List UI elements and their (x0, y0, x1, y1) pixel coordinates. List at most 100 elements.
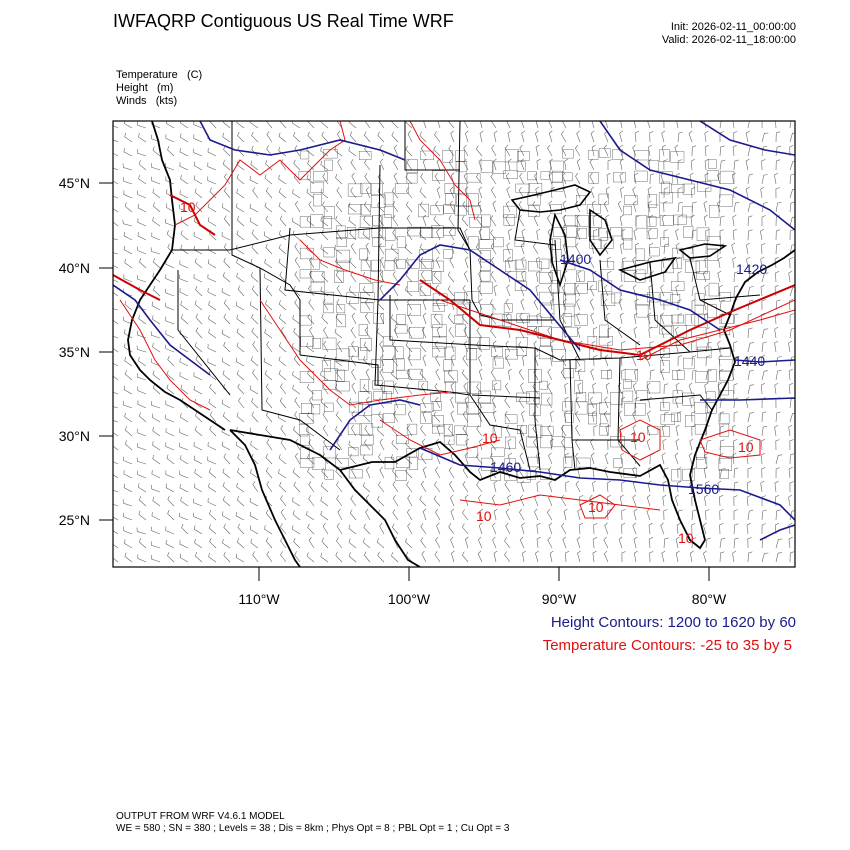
wind-barb (151, 511, 161, 521)
wind-barb (335, 173, 343, 185)
wind-barb (436, 522, 441, 535)
wind-barb (137, 149, 147, 157)
wind-barb (151, 301, 161, 311)
wind-barb (250, 160, 259, 171)
county-cell (504, 470, 517, 481)
wind-barb (123, 385, 133, 395)
wind-barb (493, 158, 497, 171)
wind-barb (719, 439, 725, 451)
wind-barb (576, 536, 581, 549)
wind-barb (519, 326, 525, 339)
wind-barb (447, 439, 455, 451)
wind-barb (649, 243, 654, 255)
wind-barb (490, 215, 497, 227)
wind-barb (279, 397, 287, 409)
wind-barb (278, 342, 287, 353)
wind-barb (647, 466, 652, 479)
valid-time: Valid: 2026-02-11_18:00:00 (661, 34, 796, 46)
wind-barb (577, 550, 581, 563)
county-cell (623, 269, 636, 282)
county-cell (707, 369, 717, 382)
county-cell (623, 379, 632, 389)
wind-barb (222, 496, 231, 507)
wind-barb (365, 186, 371, 199)
wind-barb (279, 271, 287, 283)
wind-barb (113, 319, 119, 325)
wind-barb (646, 508, 651, 521)
wind-barb (575, 396, 581, 409)
wind-barb (377, 201, 385, 213)
wind-barb (207, 162, 217, 171)
county-cell (359, 151, 372, 160)
county-cell (358, 227, 370, 239)
wind-barb (505, 354, 511, 367)
wind-barb (690, 159, 695, 171)
wind-barb (193, 148, 203, 157)
wind-barb (493, 508, 498, 521)
wind-barb (392, 271, 399, 283)
county-cell (719, 292, 731, 302)
wind-barb (406, 424, 413, 437)
wind-barb (151, 176, 161, 185)
wind-barb (236, 342, 245, 353)
wind-barb (321, 271, 329, 283)
wind-barb (348, 552, 357, 563)
wind-barb (264, 370, 273, 381)
wind-barb (492, 340, 497, 353)
wind-barb (591, 200, 596, 213)
wind-barb (592, 480, 597, 493)
wind-barb (462, 411, 469, 423)
wind-barb (236, 230, 245, 241)
wind-barb (420, 480, 427, 493)
wind-barb (689, 550, 694, 563)
wind-barb (463, 382, 469, 395)
wind-barb (280, 509, 287, 521)
wind-barb (351, 466, 357, 479)
county-cell (600, 293, 616, 306)
wind-barb (278, 258, 287, 269)
wind-barb (152, 343, 161, 353)
county-cell (383, 192, 394, 206)
wind-barb (278, 174, 287, 185)
wind-barb (604, 121, 609, 129)
county-cell (480, 259, 491, 272)
wind-barb (294, 145, 301, 157)
wind-barb (419, 229, 427, 241)
wind-barb (222, 412, 231, 423)
wind-barb (603, 466, 609, 479)
county-cell (322, 360, 331, 372)
wind-barb (561, 522, 567, 535)
wind-barb (265, 453, 273, 465)
wind-barb (165, 162, 175, 171)
wind-barbs (113, 121, 795, 563)
wind-barb (224, 173, 231, 185)
wind-barb (464, 256, 469, 269)
wind-barb (351, 172, 357, 185)
wind-barb (463, 326, 469, 339)
county-cell (719, 370, 734, 381)
county-cell (468, 205, 481, 216)
wind-barb (733, 411, 739, 423)
county-cell (432, 303, 445, 312)
wind-barb (719, 313, 724, 325)
wind-barb (662, 424, 666, 437)
county-cell (562, 172, 573, 182)
wind-barb (536, 312, 541, 325)
county-cell (696, 271, 710, 280)
wind-barb (632, 466, 637, 479)
wind-barb (320, 496, 329, 507)
county-cell (360, 204, 371, 216)
wind-barb (620, 397, 626, 409)
great-lakes (510, 184, 728, 288)
county-cell (636, 304, 649, 318)
wind-barb (717, 382, 722, 395)
wind-barb (320, 216, 329, 227)
wind-barb (548, 452, 553, 465)
wind-barb (775, 187, 780, 199)
county-cell (503, 214, 515, 226)
wind-barb (536, 228, 541, 241)
county-cell (467, 381, 481, 394)
wind-barb (547, 424, 553, 437)
wind-barb (590, 438, 595, 451)
wind-barb (180, 413, 189, 423)
